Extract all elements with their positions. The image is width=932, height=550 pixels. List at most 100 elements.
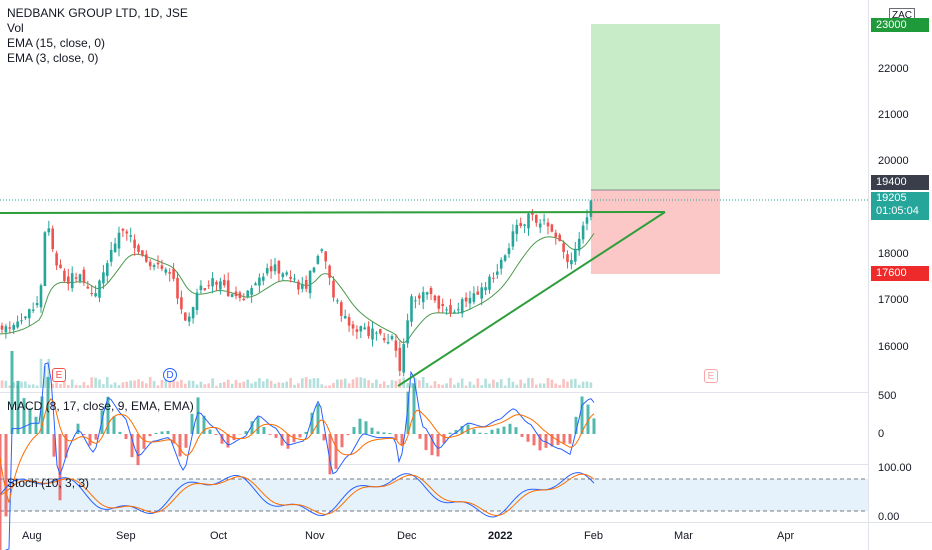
volume-bar: [382, 381, 386, 388]
candle-body: [297, 281, 300, 290]
volume-bar: [226, 379, 230, 388]
candle-body: [207, 285, 210, 287]
macd-histogram-bar: [154, 432, 158, 434]
candle-body: [59, 264, 62, 269]
macd-histogram-bar: [346, 434, 350, 436]
volume-bar: [277, 382, 281, 388]
candle-body: [230, 294, 234, 297]
candle-body: [347, 317, 351, 326]
macd-histogram-bar: [502, 426, 506, 434]
symbol-title[interactable]: NEDBANK GROUP LTD, 1D, JSE: [7, 6, 188, 20]
dividend-marker[interactable]: D: [163, 368, 177, 382]
candle-body: [457, 309, 460, 311]
volume-bar: [468, 381, 472, 388]
candle-body: [51, 228, 54, 250]
loss-zone[interactable]: [591, 190, 720, 274]
volume-bar: [343, 378, 347, 388]
candle-body: [39, 285, 43, 308]
volume-bar: [160, 379, 164, 388]
volume-bar: [472, 384, 476, 388]
candle-body: [371, 328, 374, 340]
candle-body: [117, 232, 121, 249]
candle-body: [8, 327, 12, 329]
candle-body: [172, 268, 175, 279]
candle-body: [449, 304, 452, 314]
candle-body: [507, 248, 511, 255]
macd-histogram-bar: [460, 425, 464, 434]
volume-bar: [67, 384, 70, 388]
macd-histogram-bar: [400, 434, 404, 445]
stop-price-tag[interactable]: 17600: [871, 266, 929, 281]
macd-histogram-bar: [532, 434, 536, 446]
volume-bar: [492, 379, 495, 388]
candle-body: [293, 278, 296, 280]
macd-histogram-bar: [190, 413, 194, 434]
volume-bar: [301, 378, 304, 388]
volume-bar: [269, 380, 273, 388]
candle-body: [320, 249, 324, 252]
macd-histogram-bar: [406, 391, 410, 434]
volume-bar: [464, 385, 468, 388]
macd-histogram-bar: [496, 428, 500, 434]
entry-price-tag[interactable]: 19400: [871, 175, 929, 190]
profit-zone[interactable]: [591, 24, 720, 190]
earnings-marker[interactable]: E: [52, 368, 66, 382]
last-price-value: 19205: [876, 192, 907, 204]
volume-bar: [511, 381, 515, 388]
price-tick: 17000: [878, 294, 909, 306]
candle-body: [379, 329, 382, 334]
volume-bar: [168, 381, 171, 388]
candle-body: [538, 223, 542, 228]
volume-bar: [390, 380, 394, 388]
macd-histogram-bar: [340, 434, 344, 448]
legend-ema3[interactable]: EMA (3, close, 0): [7, 51, 99, 65]
macd-histogram-bar: [466, 424, 470, 434]
legend-vol[interactable]: Vol: [7, 21, 24, 35]
candle-body: [527, 213, 530, 229]
candle-body: [109, 249, 113, 262]
price-tick: 21000: [878, 109, 909, 121]
candle-body: [375, 332, 378, 334]
volume-bar: [457, 382, 460, 388]
volume-bar: [285, 381, 288, 388]
volume-bar: [425, 383, 429, 388]
volume-bar: [480, 385, 483, 388]
volume-bar: [78, 385, 82, 388]
legend-ema15[interactable]: EMA (15, close, 0): [7, 36, 106, 50]
volume-bar: [230, 383, 234, 388]
volume-bar: [535, 384, 538, 388]
volume-bar: [550, 379, 554, 388]
candle-body: [141, 250, 144, 256]
target-price-tag[interactable]: 23000: [871, 18, 929, 32]
volume-bar: [51, 383, 54, 388]
volume-bar: [137, 379, 140, 388]
earnings-marker[interactable]: E: [704, 369, 718, 383]
volume-bar: [347, 383, 351, 388]
candle-body: [566, 254, 569, 263]
candle-body: [359, 326, 363, 332]
volume-bar: [449, 377, 452, 388]
candle-body: [418, 295, 421, 299]
candle-body: [113, 243, 117, 253]
candle-body: [164, 269, 168, 273]
support-trendline[interactable]: [397, 211, 666, 387]
volume-bar: [566, 381, 569, 388]
macd-histogram-bar: [304, 431, 308, 434]
volume-bar: [148, 377, 152, 388]
volume-bar: [254, 381, 257, 388]
stoch-legend[interactable]: Stoch (10, 3, 3): [7, 476, 90, 490]
candle-body: [558, 234, 561, 241]
volume-bar: [531, 378, 534, 388]
candle-body: [242, 298, 246, 301]
volume-bar: [106, 377, 109, 388]
stoch-pane: [0, 472, 595, 518]
candle-body: [574, 248, 577, 262]
macd-legend[interactable]: MACD (8, 17, close, 9, EMA, EMA): [7, 399, 194, 413]
volume-bar: [211, 378, 214, 388]
candle-body: [511, 231, 515, 247]
candle-body: [445, 309, 448, 311]
macd-histogram-bar: [430, 434, 434, 456]
candle-body: [523, 224, 526, 226]
resistance-trendline[interactable]: [0, 211, 666, 214]
